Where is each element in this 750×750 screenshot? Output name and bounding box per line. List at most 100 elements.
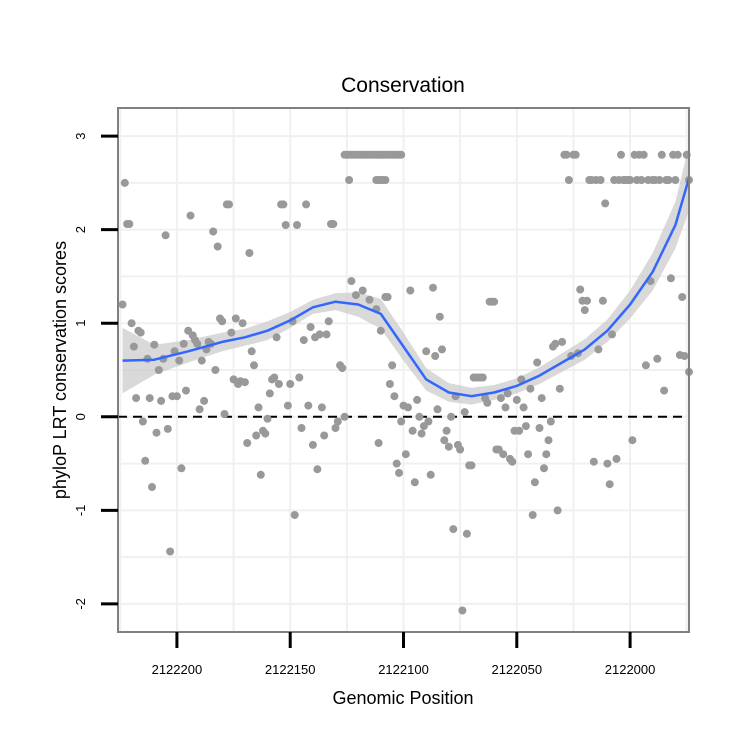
data-point (406, 286, 415, 295)
data-point (456, 445, 465, 454)
data-point (397, 417, 406, 426)
data-point (299, 336, 308, 345)
y-tick-label: 0 (73, 413, 88, 420)
data-point (496, 394, 505, 403)
data-point (365, 295, 374, 304)
data-point (458, 606, 467, 615)
data-point (564, 176, 573, 184)
data-point (628, 436, 637, 445)
data-point (286, 380, 295, 388)
data-point (351, 291, 360, 300)
data-point (150, 340, 159, 349)
data-point (626, 176, 635, 184)
data-point (148, 483, 156, 491)
data-point (526, 384, 535, 393)
data-point (530, 478, 539, 487)
data-point (637, 176, 646, 184)
data-point (283, 401, 292, 410)
confidence-ribbon-layer (122, 145, 689, 405)
data-point (290, 511, 299, 519)
data-point (542, 450, 551, 459)
x-axis-label: Genomic Position (332, 688, 473, 708)
data-point (213, 242, 222, 251)
data-point (252, 431, 261, 440)
data-point (501, 403, 510, 412)
data-point (295, 373, 304, 382)
data-point (182, 386, 190, 395)
data-point (408, 426, 417, 435)
data-point (528, 511, 537, 519)
y-axis-ticks: -2 -1 0 1 2 3 (73, 132, 118, 610)
data-point (449, 525, 458, 534)
data-point (120, 178, 129, 187)
data-point (671, 176, 680, 184)
data-point (410, 478, 419, 487)
data-point (265, 389, 274, 398)
data-point (129, 342, 138, 351)
data-point (345, 176, 354, 184)
data-point (175, 356, 184, 365)
x-tick-label: 2122200 (152, 662, 203, 677)
data-point (608, 330, 616, 339)
data-point (555, 384, 564, 393)
data-point (666, 274, 675, 283)
data-point (544, 436, 553, 445)
data-point (664, 176, 673, 184)
data-point (227, 328, 236, 337)
data-point (306, 323, 315, 331)
data-point (340, 412, 349, 421)
data-point (297, 424, 306, 432)
data-point (673, 150, 682, 159)
data-point (601, 199, 610, 208)
data-point (641, 361, 650, 370)
data-point (433, 405, 442, 414)
y-tick-label: 2 (73, 226, 88, 233)
data-point (250, 361, 258, 370)
data-point (589, 457, 598, 466)
data-point (392, 459, 401, 468)
data-point (390, 392, 399, 401)
data-point (324, 317, 333, 326)
data-point (347, 277, 356, 286)
data-point (225, 200, 233, 209)
data-point (657, 150, 666, 159)
confidence-ribbon (122, 145, 689, 405)
smooth-fit-line (122, 177, 691, 398)
data-point (374, 439, 383, 447)
data-point (460, 408, 469, 417)
grid-layer (118, 108, 689, 632)
data-point (304, 401, 313, 410)
data-point (499, 450, 508, 459)
data-point (317, 403, 326, 412)
data-point (274, 380, 283, 388)
data-point (256, 470, 265, 479)
y-tick-label: 1 (73, 320, 88, 327)
data-point (238, 319, 247, 328)
data-point (413, 395, 422, 404)
x-axis-ticks: 2122200 2122150 2122100 2122050 2122000 (152, 632, 655, 677)
data-point (426, 470, 435, 479)
data-point (678, 293, 687, 301)
data-point (598, 296, 607, 305)
data-point (429, 283, 437, 292)
data-point (401, 450, 410, 459)
data-point (551, 339, 560, 348)
data-point (524, 450, 533, 459)
data-point (331, 424, 340, 432)
data-point (333, 417, 342, 426)
data-point (521, 422, 530, 431)
data-point (605, 480, 614, 489)
data-point (415, 412, 424, 421)
data-point (395, 468, 403, 477)
data-point (154, 366, 163, 374)
data-point (594, 345, 603, 354)
data-point (558, 337, 567, 346)
data-point (381, 176, 390, 184)
data-point (231, 314, 240, 323)
data-point (653, 354, 662, 363)
data-point (338, 364, 347, 373)
data-point (358, 286, 367, 295)
data-point (195, 405, 204, 414)
data-point (179, 339, 188, 348)
